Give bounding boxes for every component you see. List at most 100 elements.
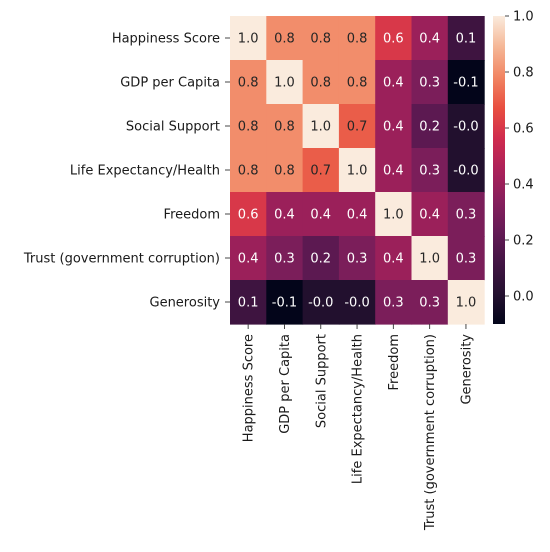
heatmap-cell — [230, 16, 267, 61]
heatmap-cell — [338, 104, 376, 149]
cell-annotation: -0.1 — [272, 296, 297, 311]
row-labels: Happiness Score GDP per Capita Social Supp… — [23, 32, 230, 311]
heatmap-cell — [375, 104, 413, 149]
heatmap-cell — [447, 104, 485, 149]
heatmap-cell — [447, 148, 485, 193]
column-label: Happiness Score — [242, 334, 257, 442]
heatmap-cell — [338, 236, 376, 281]
cell-annotation: 0.4 — [310, 208, 331, 223]
heatmap-annotations: 1.0 0.8 0.8 0.8 0.6 0.4 0.10.8 1.0 0.8 0.8 0.4 0.3-… — [238, 32, 479, 311]
heatmap-cells — [230, 16, 485, 325]
cell-annotation: 1.0 — [238, 32, 259, 47]
cell-annotation: 0.8 — [310, 32, 331, 47]
row-label: Freedom — [164, 208, 220, 223]
colorbar-tick-label: 0.2 — [513, 234, 534, 249]
row-label: Life Expectancy/Health — [70, 164, 220, 179]
heatmap-cell — [447, 236, 485, 281]
heatmap-cell — [230, 280, 267, 325]
cell-annotation: 1.0 — [347, 164, 368, 179]
heatmap-cell — [302, 148, 340, 193]
heatmap-cell — [338, 280, 376, 325]
cell-annotation: 0.8 — [274, 120, 295, 135]
heatmap-cell — [411, 16, 449, 61]
heatmap-cell — [302, 236, 340, 281]
colorbar-tick-label: 0.4 — [513, 178, 534, 193]
cell-annotation: 1.0 — [274, 76, 295, 91]
cell-annotation: 0.7 — [310, 164, 331, 179]
row-label: Social Support — [126, 120, 220, 135]
heatmap-cell — [338, 16, 376, 61]
column-label: Freedom — [387, 334, 402, 390]
cell-annotation: 0.1 — [238, 296, 259, 311]
cell-annotation: 0.3 — [419, 164, 440, 179]
heatmap-cell — [230, 148, 267, 193]
cell-annotation: 0.3 — [419, 76, 440, 91]
heatmap-cell — [411, 104, 449, 149]
heatmap-cell — [447, 60, 485, 105]
cell-annotation: 0.4 — [383, 252, 404, 267]
column-label: Generosity — [459, 334, 474, 405]
heatmap-cell — [447, 280, 485, 325]
cell-annotation: -0.1 — [453, 76, 478, 91]
cell-annotation: 0.4 — [383, 120, 404, 135]
cell-annotation: 0.3 — [456, 252, 477, 267]
cell-annotation: 0.8 — [238, 76, 259, 91]
heatmap-cell — [302, 104, 340, 149]
heatmap-cell — [266, 280, 304, 325]
cell-annotation: 0.8 — [310, 76, 331, 91]
colorbar: 0.0 0.2 0.4 0.6 0.8 1.0 — [493, 10, 534, 324]
cell-annotation: 0.8 — [274, 164, 295, 179]
cell-annotation: 0.2 — [310, 252, 331, 267]
cell-annotation: 0.4 — [347, 208, 368, 223]
heatmap-cell — [375, 192, 413, 237]
row-label: Trust (government corruption) — [23, 252, 220, 267]
heatmap-cell — [266, 192, 304, 237]
heatmap-cell — [266, 104, 304, 149]
cell-annotation: 1.0 — [310, 120, 331, 135]
heatmap-cell — [338, 148, 376, 193]
heatmap-cell — [266, 148, 304, 193]
heatmap-cell — [375, 16, 413, 61]
heatmap-cell — [447, 192, 485, 237]
heatmap-cell — [230, 104, 267, 149]
heatmap-cell — [411, 148, 449, 193]
cell-annotation: 0.4 — [238, 252, 259, 267]
cell-annotation: 0.8 — [274, 32, 295, 47]
heatmap-cell — [375, 148, 413, 193]
column-labels: Happiness Score GDP per Capita Social Supp… — [242, 324, 474, 531]
heatmap-cell — [230, 236, 267, 281]
cell-annotation: 0.7 — [347, 120, 368, 135]
heatmap-cell — [266, 16, 304, 61]
cell-annotation: 0.3 — [456, 208, 477, 223]
heatmap-cell — [266, 236, 304, 281]
colorbar-tick-label: 0.6 — [513, 122, 534, 137]
cell-annotation: 0.3 — [347, 252, 368, 267]
heatmap-cell — [411, 236, 449, 281]
cell-annotation: 0.8 — [347, 32, 368, 47]
cell-annotation: 0.6 — [383, 32, 404, 47]
column-label: Trust (government corruption) — [423, 334, 438, 531]
cell-annotation: 0.4 — [419, 32, 440, 47]
cell-annotation: 1.0 — [419, 252, 440, 267]
cell-annotation: -0.0 — [453, 164, 478, 179]
cell-annotation: 0.1 — [456, 32, 477, 47]
cell-annotation: 0.8 — [347, 76, 368, 91]
heatmap-cell — [302, 192, 340, 237]
heatmap-cell — [338, 192, 376, 237]
cell-annotation: 0.3 — [419, 296, 440, 311]
cell-annotation: -0.0 — [308, 296, 333, 311]
heatmap-cell — [375, 60, 413, 105]
heatmap-cell — [266, 60, 304, 105]
column-label: GDP per Capita — [278, 334, 293, 434]
cell-annotation: 0.8 — [238, 164, 259, 179]
heatmap-cell — [302, 60, 340, 105]
cell-annotation: 1.0 — [456, 296, 477, 311]
heatmap-cell — [375, 236, 413, 281]
heatmap-cell — [230, 60, 267, 105]
cell-annotation: 0.2 — [419, 120, 440, 135]
heatmap-cell — [411, 192, 449, 237]
cell-annotation: 0.4 — [274, 208, 295, 223]
cell-annotation: 0.4 — [383, 76, 404, 91]
heatmap-cell — [375, 280, 413, 325]
cell-annotation: 0.8 — [238, 120, 259, 135]
